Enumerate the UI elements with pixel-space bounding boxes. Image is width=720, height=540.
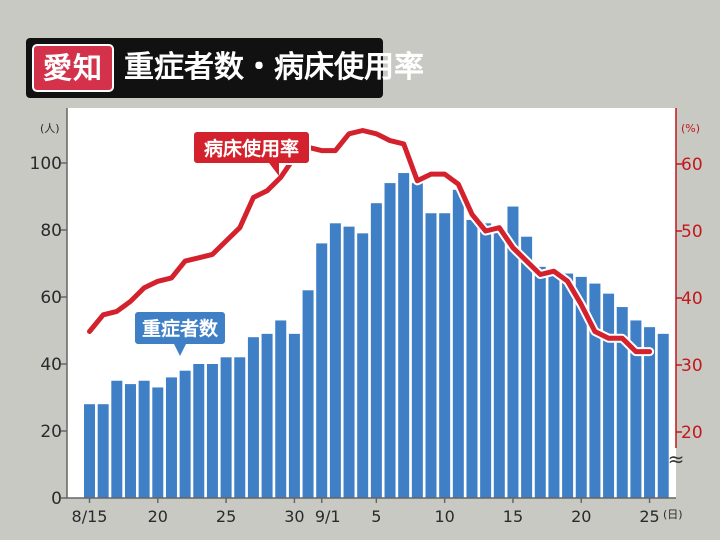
bar: [603, 293, 615, 498]
bar: [548, 270, 560, 498]
left-tick-label: 20: [40, 422, 62, 442]
region-tag: 愛知: [32, 44, 114, 92]
right-tick-label: 60: [681, 155, 703, 175]
bar: [179, 370, 191, 498]
bar: [411, 183, 423, 498]
left-tick-label: 100: [30, 154, 62, 174]
bar: [507, 206, 519, 499]
bar: [316, 243, 328, 498]
bar: [534, 266, 546, 498]
line-callout-pointer: [269, 163, 279, 176]
bar: [138, 380, 150, 498]
bar: [466, 219, 478, 498]
left-tick-label: 40: [40, 355, 62, 375]
left-tick-label: 0: [51, 489, 62, 509]
x-tick-label: 8/15: [72, 507, 108, 526]
bar: [562, 273, 574, 498]
bar: [644, 327, 656, 498]
bar: [261, 333, 273, 498]
axis-break-symbol: ≈: [668, 447, 685, 471]
x-tick-label: 5: [371, 507, 381, 526]
axes: [61, 108, 682, 503]
bar: [480, 223, 492, 499]
bar: [124, 384, 136, 498]
bar: [630, 320, 642, 498]
bar: [247, 337, 259, 498]
bar: [343, 226, 355, 498]
bar: [589, 283, 601, 498]
bar: [616, 307, 628, 498]
bar: [302, 290, 314, 498]
bar: [206, 364, 218, 498]
tick-labels: 0 20 40 60 80 100 20 30 40 50 60 (人) (%) 8/15 20 25 30 9/…: [30, 122, 703, 526]
bar: [84, 404, 95, 498]
bar: [152, 387, 164, 498]
right-tick-label: 20: [681, 423, 703, 443]
line-series-group: [85, 126, 655, 357]
x-tick-label: 25: [639, 507, 659, 526]
bar: [220, 357, 232, 498]
bar: [193, 364, 205, 498]
bar: [111, 380, 123, 498]
bar: [521, 236, 533, 498]
bar: [384, 183, 396, 498]
x-tick-label: 10: [434, 507, 454, 526]
x-tick-label: 20: [571, 507, 591, 526]
bar: [370, 203, 382, 498]
bar: [97, 404, 109, 498]
bar: [357, 233, 369, 498]
bar-callout-label: 重症者数: [142, 317, 219, 340]
bar: [234, 357, 246, 498]
bar: [165, 377, 177, 498]
bar: [398, 173, 410, 499]
left-tick-label: 60: [40, 288, 62, 308]
bar-callout-pointer: [174, 344, 186, 356]
right-tick-label: 40: [681, 289, 703, 309]
bar: [575, 276, 587, 498]
line-series: [87, 128, 653, 355]
left-tick-label: 80: [40, 221, 62, 241]
right-tick-label: 30: [681, 356, 703, 376]
right-axis-unit: (%): [681, 122, 700, 135]
left-axis-unit: (人): [40, 122, 60, 135]
x-tick-label: 9/1: [315, 507, 341, 526]
bar: [493, 230, 505, 498]
x-axis-unit: (日): [663, 508, 683, 521]
title-bar: 愛知 重症者数・病床使用率: [26, 38, 424, 98]
bar: [439, 213, 451, 498]
bar: [288, 333, 300, 498]
line-callout-box: [192, 130, 311, 165]
x-tick-label: 25: [216, 507, 236, 526]
bar: [425, 213, 437, 498]
bar: [329, 223, 341, 499]
chart-title: 重症者数・病床使用率: [124, 50, 424, 85]
bar: [275, 320, 287, 498]
x-tick-label: 15: [503, 507, 523, 526]
bar: [657, 333, 669, 498]
bar: [452, 189, 464, 499]
right-tick-label: 50: [681, 222, 703, 242]
line-callout-label: 病床使用率: [204, 137, 299, 160]
x-tick-label: 20: [148, 507, 168, 526]
bar-series: [84, 173, 669, 499]
x-tick-label: 30: [284, 507, 304, 526]
